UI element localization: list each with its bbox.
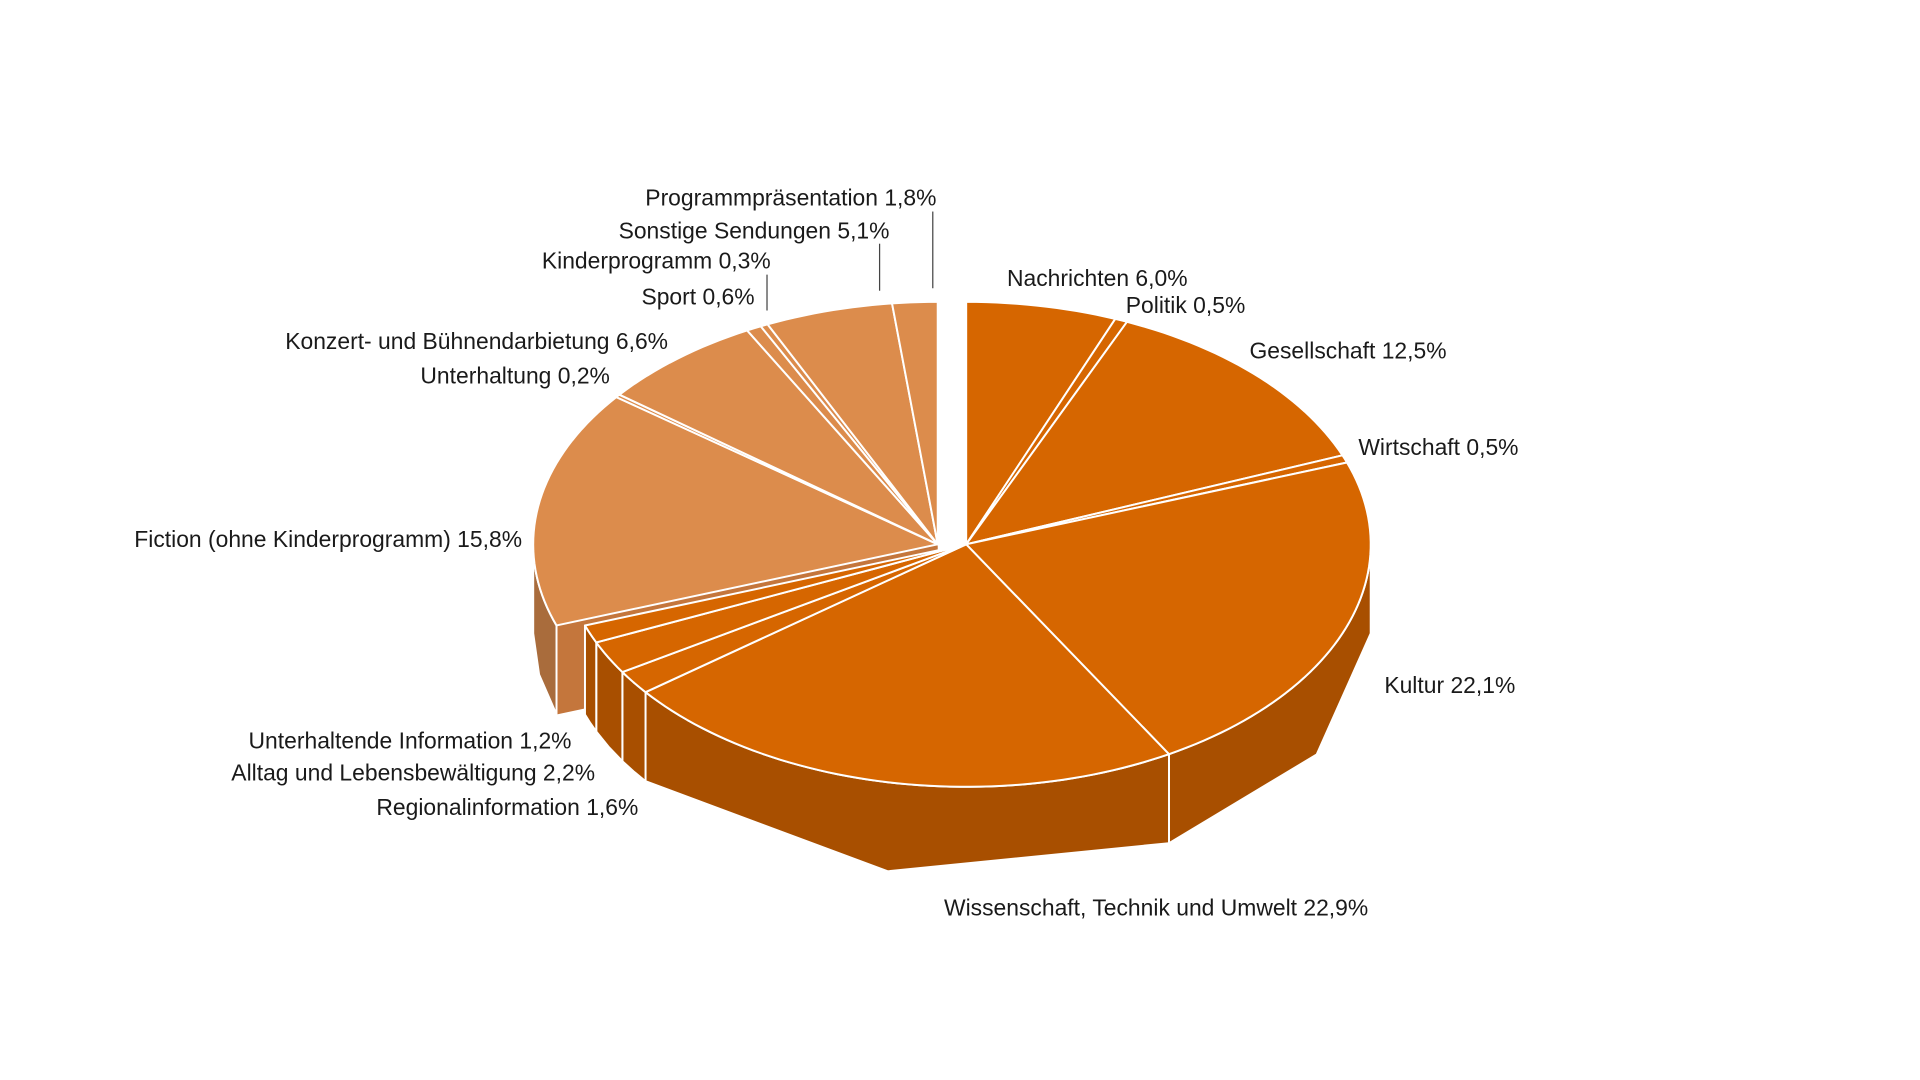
slice-top [618,329,939,546]
label-gesellschaft: Gesellschaft 12,5% [1249,338,1446,364]
slice-top [532,396,939,627]
label-programmpraesentation: Programmpräsentation 1,8% [645,184,936,210]
slice-top [965,461,1372,756]
slice-top [965,300,1117,546]
slice-top [644,543,1170,788]
slice-top [766,302,939,546]
label-regionalinformation: Regionalinformation 1,6% [376,794,638,820]
leader-lines [766,211,934,311]
label-sonstige-sendungen: Sonstige Sendungen 5,1% [619,218,890,244]
label-wissenschaft: Wissenschaft, Technik und Umwelt 22,9% [944,894,1368,920]
label-sport: Sport 0,6% [641,283,754,309]
label-nachrichten: Nachrichten 6,0% [1007,265,1188,291]
label-unterhaltung: Unterhaltung 0,2% [420,363,609,389]
slice-top [965,320,1344,546]
label-kultur: Kultur 22,1% [1384,672,1515,698]
labels: Nachrichten 6,0% Politik 0,5% Gesellscha… [134,184,1518,920]
label-fiction: Fiction (ohne Kinderprogramm) 15,8% [134,526,522,552]
label-alltag: Alltag und Lebensbewältigung 2,2% [231,760,595,786]
slice-top [595,543,968,674]
slice-group-b [532,300,939,716]
slice-group-a [583,300,1372,873]
label-unterhaltende-information: Unterhaltende Information 1,2% [249,727,572,753]
slice-top [583,543,968,644]
label-konzert: Konzert- und Bühnendarbietung 6,6% [285,328,668,354]
label-politik: Politik 0,5% [1126,292,1246,318]
label-kinderprogramm: Kinderprogramm 0,3% [542,247,771,273]
label-wirtschaft: Wirtschaft 0,5% [1358,434,1518,460]
slice-top [891,300,939,546]
